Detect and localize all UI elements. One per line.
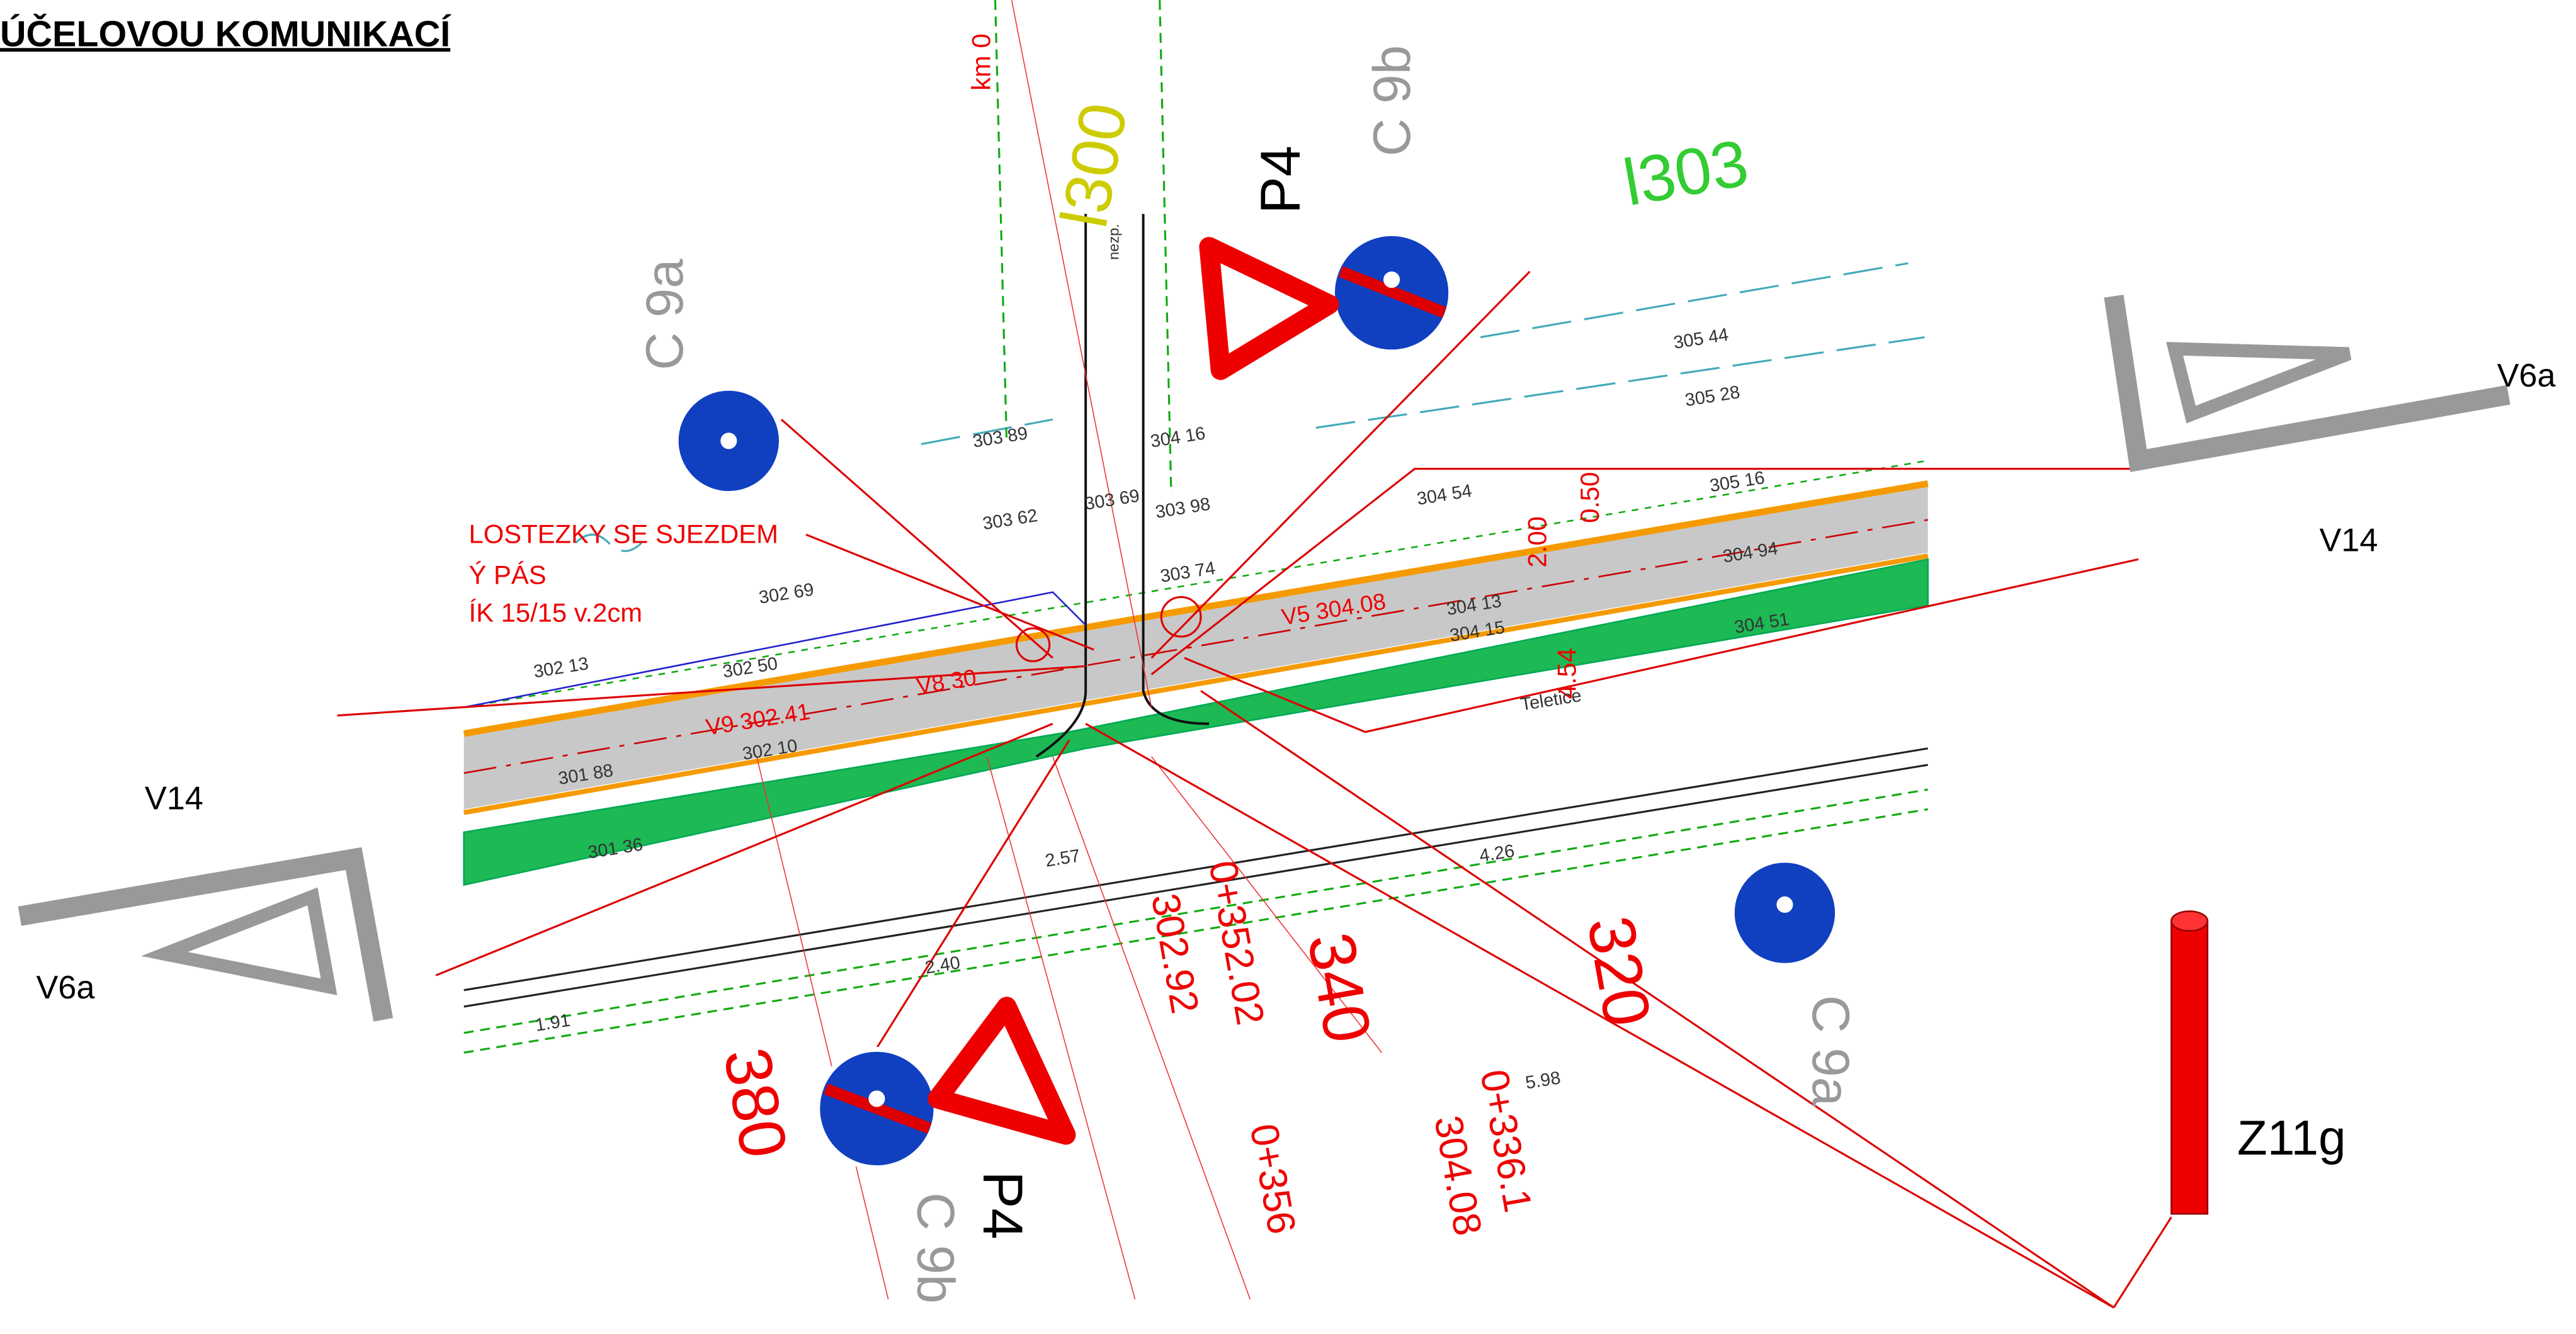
drawing-label: 305 16	[1708, 468, 1766, 496]
drawing-label: 303 62	[981, 506, 1039, 534]
signs	[20, 234, 2509, 1214]
drawing-label: P4	[972, 1171, 1034, 1240]
drawing-label: 303 98	[1154, 494, 1212, 523]
page: ÚČELOVOU KOMUNIKACÍ V14 V14 V6a V6a P4 P4 C 9a…	[0, 0, 2576, 1334]
drawing-label: 302 69	[757, 579, 815, 608]
drawing-label: km 0	[967, 33, 996, 91]
drawing-label: Z11g	[2237, 1110, 2346, 1165]
drawing-label: 380	[710, 1043, 801, 1163]
drawing-label: V6a	[2497, 358, 2556, 394]
drawing-label: 302.92	[1143, 890, 1207, 1017]
drawing-label: 304 54	[1416, 481, 1473, 509]
drawing-label: C 9a	[635, 259, 694, 370]
drawing-label: 5.98	[1524, 1068, 1562, 1093]
drawing-label: 305 44	[1672, 325, 1730, 353]
drawing-label: P4	[1249, 145, 1312, 214]
drawing-label: 302 13	[532, 653, 590, 682]
drawing-label: Teletice	[1519, 686, 1583, 715]
drawing-label: 304.08	[1426, 1112, 1490, 1239]
title: ÚČELOVOU KOMUNIKACÍ	[0, 13, 451, 54]
drawing-label: 2.57	[1044, 845, 1082, 871]
drawing-label: 340	[1293, 927, 1385, 1048]
drawing-label: 305 28	[1684, 382, 1742, 410]
drawing-label: C 9a	[1801, 995, 1861, 1107]
drawing-label: 302 50	[722, 653, 780, 682]
drawing-label: 303 69	[1083, 486, 1141, 514]
drawing-label: nezp.	[1105, 223, 1121, 259]
drawing-label: 304 16	[1149, 423, 1207, 451]
drawing-label: 320	[1573, 911, 1664, 1032]
drawing-label: 1.91	[534, 1010, 572, 1036]
drawing: ÚČELOVOU KOMUNIKACÍ V14 V14 V6a V6a P4 P4 C 9a…	[0, 0, 2576, 1334]
drawing-label: l303	[1618, 126, 1754, 220]
drawing-label: 0.50	[1575, 472, 1604, 523]
drawing-label: V14	[145, 780, 203, 817]
drawing-label: C 9b	[1362, 45, 1421, 157]
drawing-label: V6a	[36, 969, 95, 1006]
drawing-label: 0+356	[1242, 1121, 1305, 1238]
drawing-label: LOSTEZKY SE SJEZDEM	[469, 519, 778, 548]
drawing-label: 2.00	[1523, 516, 1552, 567]
drawing-label: 4.26	[1478, 841, 1516, 866]
drawing-label: 2.40	[924, 952, 962, 978]
drawing-label: C 9b	[907, 1192, 966, 1304]
drawing-label: 0+352.02	[1200, 857, 1273, 1028]
drawing-label: Ý PÁS	[469, 560, 547, 590]
drawing-label: V14	[2319, 522, 2378, 558]
drawing-label: 303 89	[972, 423, 1030, 451]
drawing-label: ÍK 15/15 v.2cm	[469, 598, 643, 628]
drawing-label: l300	[1047, 98, 1142, 233]
